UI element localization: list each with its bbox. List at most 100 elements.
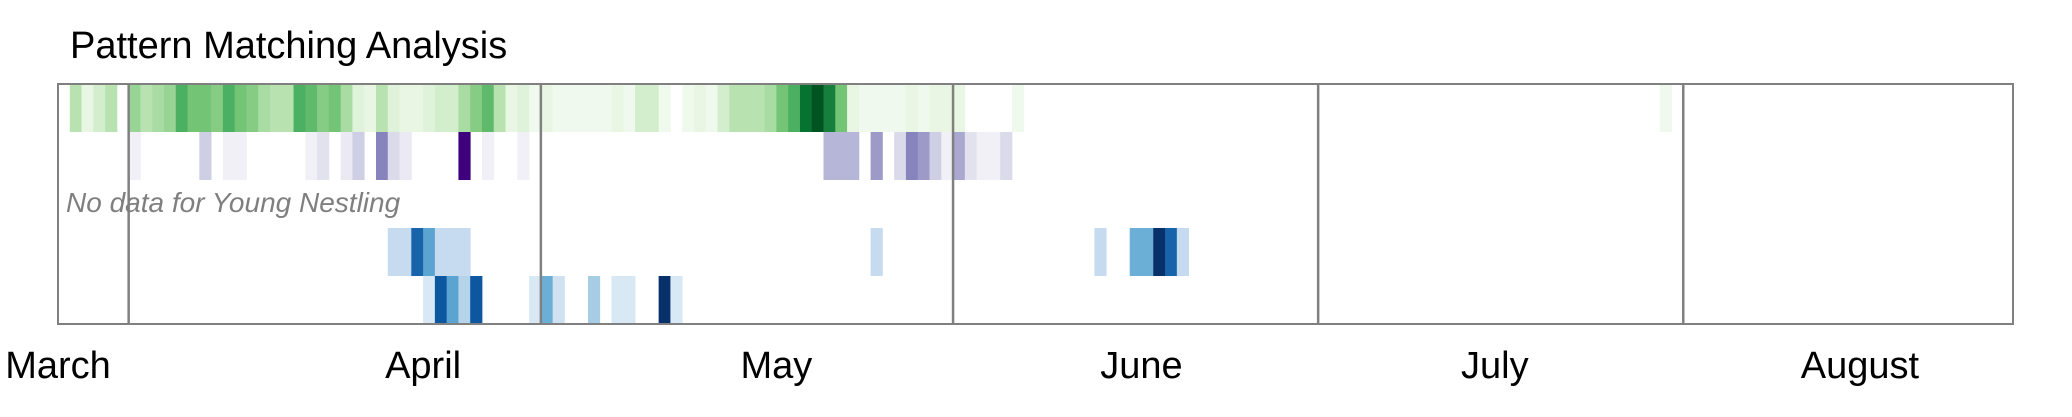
heatmap-cell xyxy=(352,132,365,180)
heatmap-cell xyxy=(152,84,165,132)
heatmap-cell xyxy=(682,84,695,132)
heatmap-cell xyxy=(446,84,459,132)
heatmap-cell xyxy=(835,132,848,180)
heatmap-cell xyxy=(446,228,459,276)
heatmap-cell xyxy=(387,132,400,180)
heatmap-cell xyxy=(458,132,471,180)
heatmap-cell xyxy=(81,84,94,132)
heatmap-cell xyxy=(517,84,530,132)
heatmap-cell xyxy=(552,84,565,132)
heatmap-cell xyxy=(741,84,754,132)
heatmap-cell xyxy=(847,132,860,180)
heatmap-cell xyxy=(611,276,624,324)
heatmap-cell xyxy=(870,84,883,132)
heatmap-cell xyxy=(140,84,153,132)
heatmap-cell xyxy=(847,84,860,132)
heatmap-cell xyxy=(882,84,895,132)
heatmap-cell xyxy=(128,84,141,132)
heatmap-cell xyxy=(199,132,212,180)
heatmap-cell xyxy=(317,84,330,132)
heatmap-cell xyxy=(69,84,82,132)
heatmap-cell xyxy=(905,84,919,132)
heatmap-cell xyxy=(446,276,459,324)
heatmap-cell xyxy=(222,132,236,180)
heatmap-cell xyxy=(729,84,742,132)
heatmap-cell xyxy=(1153,228,1166,276)
heatmap-cell xyxy=(434,84,448,132)
heatmap-cell xyxy=(540,84,554,132)
heatmap-cell xyxy=(458,276,471,324)
heatmap-cell xyxy=(458,84,471,132)
heatmap-cell xyxy=(623,276,636,324)
x-tick-label: April xyxy=(385,345,461,387)
heatmap-cell xyxy=(905,132,919,180)
heatmap-cell xyxy=(387,228,400,276)
heatmap-cell xyxy=(399,84,412,132)
heatmap-cell xyxy=(517,132,530,180)
plot-frame xyxy=(57,83,2014,325)
heatmap-cell xyxy=(163,84,177,132)
chart-title: Pattern Matching Analysis xyxy=(70,25,507,67)
heatmap-cell xyxy=(646,84,660,132)
heatmap-cell xyxy=(423,228,436,276)
heatmap-cell xyxy=(823,132,836,180)
heatmap-cell xyxy=(693,84,707,132)
x-tick-label: March xyxy=(5,345,111,387)
heatmap-cell xyxy=(481,132,495,180)
heatmap-cell xyxy=(788,84,801,132)
heatmap-cell xyxy=(1011,84,1025,132)
heatmap-cell xyxy=(470,84,483,132)
heatmap-cell xyxy=(187,84,200,132)
heatmap-cell xyxy=(340,132,353,180)
heatmap-cell xyxy=(752,84,766,132)
heatmap-cell xyxy=(458,228,471,276)
no-data-annotation: No data for Young Nestling xyxy=(66,187,401,218)
heatmap-cell xyxy=(917,132,930,180)
heatmap-cell xyxy=(964,132,978,180)
heatmap-cell xyxy=(811,84,824,132)
heatmap-cell xyxy=(387,84,400,132)
heatmap-cell xyxy=(269,84,283,132)
heatmap-cell xyxy=(929,132,942,180)
heatmap-cell xyxy=(799,84,813,132)
heatmap-cell xyxy=(611,84,624,132)
x-tick-label: July xyxy=(1461,345,1529,387)
heatmap-cell xyxy=(493,84,506,132)
heatmap-cell xyxy=(434,228,448,276)
heatmap-cell xyxy=(1129,228,1142,276)
heatmap-cell xyxy=(587,276,601,324)
heatmap-cell xyxy=(317,132,330,180)
heatmap-cell xyxy=(705,84,718,132)
heatmap-cell xyxy=(293,84,306,132)
heatmap-cell xyxy=(246,84,259,132)
x-tick-label: May xyxy=(741,345,813,387)
heatmap-cell xyxy=(481,84,495,132)
heatmap-cell xyxy=(858,84,872,132)
x-tick-label: June xyxy=(1100,345,1182,387)
heatmap-cell xyxy=(1141,228,1154,276)
x-tick-label: August xyxy=(1801,345,1920,387)
heatmap-cell xyxy=(658,84,671,132)
heatmap-cell xyxy=(505,84,518,132)
heatmap-cell xyxy=(222,84,236,132)
heatmap-cell xyxy=(305,132,318,180)
heatmap-cell xyxy=(281,84,294,132)
heatmap-cell xyxy=(411,228,424,276)
heatmap-cell xyxy=(941,132,954,180)
heatmap-cell xyxy=(470,276,483,324)
heatmap-cell xyxy=(93,84,106,132)
heatmap-cell xyxy=(917,84,930,132)
heatmap-cell xyxy=(128,132,141,180)
heatmap-cell xyxy=(1094,228,1107,276)
heatmap-cell xyxy=(976,132,989,180)
heatmap-cell xyxy=(234,132,247,180)
heatmap-cell xyxy=(587,84,601,132)
heatmap-cell xyxy=(623,84,636,132)
heatmap-cell xyxy=(375,84,389,132)
heatmap-cell xyxy=(599,84,612,132)
heatmap-cell xyxy=(305,84,318,132)
heatmap-cell xyxy=(717,84,730,132)
heatmap-cell xyxy=(434,276,448,324)
heatmap-cell xyxy=(658,276,671,324)
